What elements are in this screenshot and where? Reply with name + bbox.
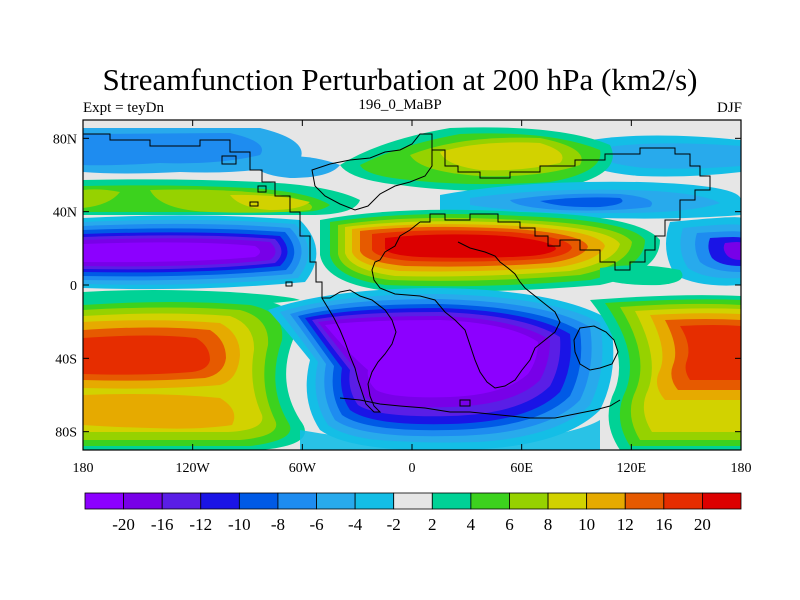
map-title: Streamfunction Perturbation at 200 hPa (… [102, 62, 698, 97]
experiment-label: Expt = teyDn [83, 100, 164, 116]
y-tick-label: 40N [53, 206, 77, 221]
map-axes: 180 120W 60W 0 60E 120E 180 80N 40N 0 40S 80S [53, 120, 752, 476]
island-outline-1 [221, 155, 237, 165]
colorbar-label: -4 [348, 515, 363, 534]
colorbar-swatch [393, 492, 433, 510]
africa-high-contours [320, 209, 660, 292]
colorbar-swatch [277, 492, 317, 510]
colorbar-swatch [663, 492, 703, 510]
colorbar-swatch [238, 492, 279, 510]
x-tick-label: 180 [73, 461, 94, 476]
colorbar-label: 4 [467, 515, 476, 534]
colorbar-swatch [702, 492, 742, 510]
colorbar-swatch [316, 492, 356, 510]
asia-low-contours [440, 181, 741, 219]
colorbar-label: -8 [271, 515, 285, 534]
arctic-low-contours [83, 128, 741, 178]
colorbar-swatch [123, 492, 163, 510]
case-label: 196_0_MaBP [358, 97, 442, 113]
colorbar-label: -16 [151, 515, 174, 534]
indian-ocean-high-contours [590, 295, 741, 450]
island-outline-2 [257, 185, 267, 193]
australia-outline [573, 325, 619, 371]
colorbar-swatch [200, 492, 240, 510]
colorbar-swatch [84, 492, 124, 510]
colorbar-swatch [470, 492, 510, 510]
colorbar-swatch [586, 492, 626, 510]
island-outline-3 [249, 201, 259, 207]
colorbar-swatch [161, 492, 202, 510]
europe-high-contours [340, 127, 613, 191]
colorbar-label: -20 [112, 515, 135, 534]
colorbar-label: 2 [428, 515, 437, 534]
x-tick-label: 120E [617, 461, 647, 476]
colorbar-label: 8 [544, 515, 553, 534]
north-america-outline [83, 133, 323, 298]
south-pacific-high-contours [83, 297, 305, 450]
eurasia-outline [420, 133, 711, 271]
colorbar-label: 16 [655, 515, 672, 534]
greenland-outline [311, 133, 433, 211]
x-tick-label: 0 [409, 461, 416, 476]
island-outline-4 [285, 281, 293, 287]
east-pacific-low-contours [666, 217, 741, 286]
colorbar-label: -10 [228, 515, 251, 534]
y-tick-label: 40S [55, 352, 77, 367]
map-plot-area [83, 120, 741, 450]
antarctica-outline [339, 397, 621, 419]
africa-outline [371, 221, 561, 389]
y-tick-label: 0 [70, 279, 77, 294]
y-tick-label: 80S [55, 426, 77, 441]
colorbar-label: 12 [617, 515, 634, 534]
colorbar-swatch [354, 492, 395, 510]
antarctic-contour [300, 420, 600, 450]
continent-outlines [83, 133, 711, 419]
colorbar-label: 6 [505, 515, 514, 534]
colorbar-label: -2 [387, 515, 401, 534]
colorbar: -20 -16 -12 -10 -8 -6 -4 -2 2 4 6 8 10 12 16 20 [84, 492, 742, 534]
colorbar-swatch [509, 492, 549, 510]
colorbar-label: -6 [309, 515, 323, 534]
colorbar-swatch [431, 492, 472, 510]
south-america-outline [321, 289, 397, 413]
south-atlantic-low-contours [268, 288, 614, 450]
colorbar-label: 20 [694, 515, 711, 534]
island-outline-5 [459, 399, 471, 407]
north-pacific-high-contours [83, 179, 360, 215]
x-tick-label: 120W [176, 461, 211, 476]
north-pacific-low-contours [83, 215, 317, 290]
colorbar-label: -12 [189, 515, 212, 534]
x-tick-label: 60W [289, 461, 317, 476]
season-label: DJF [716, 100, 742, 116]
colorbar-swatch [547, 492, 588, 510]
x-tick-label: 60E [510, 461, 533, 476]
colorbar-swatch [624, 492, 665, 510]
y-tick-label: 80N [53, 132, 77, 147]
colorbar-label: 10 [578, 515, 595, 534]
x-tick-label: 180 [731, 461, 752, 476]
